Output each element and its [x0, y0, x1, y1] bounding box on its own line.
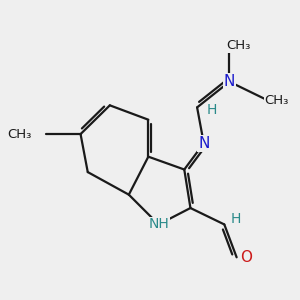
Text: CH₃: CH₃ — [226, 39, 251, 52]
Text: NH: NH — [148, 218, 169, 231]
Text: CH₃: CH₃ — [7, 128, 31, 141]
Text: N: N — [198, 136, 209, 151]
Text: H: H — [206, 103, 217, 117]
Text: N: N — [224, 74, 235, 89]
Text: H: H — [230, 212, 241, 226]
Text: CH₃: CH₃ — [265, 94, 289, 107]
Text: O: O — [240, 250, 252, 265]
